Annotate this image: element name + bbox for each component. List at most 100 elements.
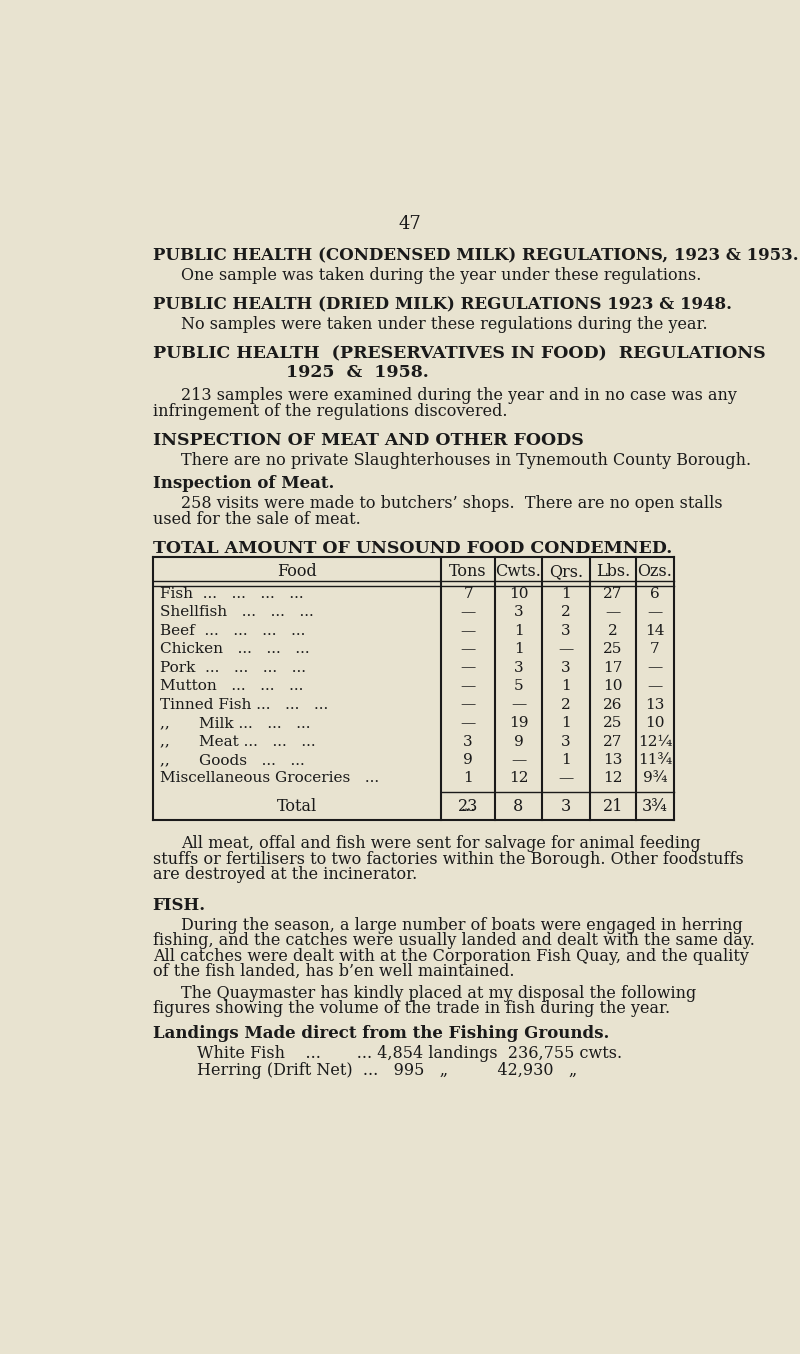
Text: 7: 7 xyxy=(463,586,473,601)
Text: —: — xyxy=(647,605,662,619)
Text: 9: 9 xyxy=(514,734,523,749)
Text: PUBLIC HEALTH  (PRESERVATIVES IN FOOD)  REGULATIONS: PUBLIC HEALTH (PRESERVATIVES IN FOOD) RE… xyxy=(153,345,766,363)
Text: 12: 12 xyxy=(603,772,623,785)
Text: infringement of the regulations discovered.: infringement of the regulations discover… xyxy=(153,402,507,420)
Text: 7: 7 xyxy=(650,642,660,657)
Text: used for the sale of meat.: used for the sale of meat. xyxy=(153,510,361,528)
Text: —: — xyxy=(461,716,476,730)
Text: 47: 47 xyxy=(398,215,422,233)
Text: ,,      Meat ...   ...   ...: ,, Meat ... ... ... xyxy=(161,734,316,749)
Text: Herring (Drift Net)  ...   995   „          42,930   „: Herring (Drift Net) ... 995 „ 42,930 „ xyxy=(197,1062,580,1079)
Text: 1: 1 xyxy=(463,772,473,785)
Text: 17: 17 xyxy=(603,661,622,674)
Text: 26: 26 xyxy=(603,697,623,712)
Text: 213 samples were examined during the year and in no case was any: 213 samples were examined during the yea… xyxy=(182,387,738,405)
Text: 27: 27 xyxy=(603,586,622,601)
Text: 27: 27 xyxy=(603,734,622,749)
Text: —: — xyxy=(461,661,476,674)
Text: 23: 23 xyxy=(458,798,478,815)
Text: —: — xyxy=(558,772,574,785)
Text: 9: 9 xyxy=(463,753,473,766)
Text: 2: 2 xyxy=(561,697,570,712)
Text: ,,      Goods   ...   ...: ,, Goods ... ... xyxy=(161,753,306,766)
Text: Ozs.: Ozs. xyxy=(638,563,672,580)
Text: PUBLIC HEALTH (DRIED MILK) REGULATIONS 1923 & 1948.: PUBLIC HEALTH (DRIED MILK) REGULATIONS 1… xyxy=(153,297,732,314)
Text: 10: 10 xyxy=(509,586,528,601)
Text: —: — xyxy=(461,697,476,712)
Text: During the season, a large number of boats were engaged in herring: During the season, a large number of boa… xyxy=(182,917,743,934)
Text: Mutton   ...   ...   ...: Mutton ... ... ... xyxy=(161,680,304,693)
Text: 14: 14 xyxy=(645,624,665,638)
Text: Food: Food xyxy=(277,563,317,580)
Text: 8: 8 xyxy=(514,798,524,815)
Text: Chicken   ...   ...   ...: Chicken ... ... ... xyxy=(161,642,310,657)
Text: Qrs.: Qrs. xyxy=(549,563,583,580)
Text: Inspection of Meat.: Inspection of Meat. xyxy=(153,475,334,492)
Text: ,,      Milk ...   ...   ...: ,, Milk ... ... ... xyxy=(161,716,311,730)
Text: —: — xyxy=(461,605,476,619)
Text: 1: 1 xyxy=(514,624,523,638)
Text: All catches were dealt with at the Corporation Fish Quay, and the quality: All catches were dealt with at the Corpo… xyxy=(153,948,749,965)
Text: Pork  ...   ...   ...   ...: Pork ... ... ... ... xyxy=(161,661,306,674)
Text: Miscellaneous Groceries   ...: Miscellaneous Groceries ... xyxy=(161,772,379,785)
Text: 3: 3 xyxy=(561,734,570,749)
Text: TOTAL AMOUNT OF UNSOUND FOOD CONDEMNED.: TOTAL AMOUNT OF UNSOUND FOOD CONDEMNED. xyxy=(153,540,672,556)
Text: —: — xyxy=(647,680,662,693)
Text: Total: Total xyxy=(277,798,317,815)
Text: One sample was taken during the year under these regulations.: One sample was taken during the year und… xyxy=(182,267,702,284)
Text: —: — xyxy=(647,661,662,674)
Text: Lbs.: Lbs. xyxy=(596,563,630,580)
Text: 3: 3 xyxy=(514,661,523,674)
Text: The Quaymaster has kindly placed at my disposal the following: The Quaymaster has kindly placed at my d… xyxy=(182,984,697,1002)
Text: 1: 1 xyxy=(561,753,570,766)
Text: Landings Made direct from the Fishing Grounds.: Landings Made direct from the Fishing Gr… xyxy=(153,1025,609,1041)
Text: ...: ... xyxy=(461,798,476,815)
Text: —: — xyxy=(511,753,526,766)
Text: —: — xyxy=(461,624,476,638)
Text: 13: 13 xyxy=(646,697,665,712)
Text: 3: 3 xyxy=(561,661,570,674)
Text: figures showing the volume of the trade in fish during the year.: figures showing the volume of the trade … xyxy=(153,1001,670,1017)
Text: Beef  ...   ...   ...   ...: Beef ... ... ... ... xyxy=(161,624,306,638)
Text: PUBLIC HEALTH (CONDENSED MILK) REGULATIONS, 1923 & 1953.: PUBLIC HEALTH (CONDENSED MILK) REGULATIO… xyxy=(153,248,798,264)
Text: 1: 1 xyxy=(561,586,570,601)
Text: FISH.: FISH. xyxy=(153,898,206,914)
Text: 3¾: 3¾ xyxy=(642,798,668,815)
Text: 5: 5 xyxy=(514,680,523,693)
Text: 3: 3 xyxy=(514,605,523,619)
Text: White Fish    ...       ... 4,854 landings  236,755 cwts.: White Fish ... ... 4,854 landings 236,75… xyxy=(197,1045,622,1062)
Text: 3: 3 xyxy=(561,624,570,638)
Text: —: — xyxy=(511,697,526,712)
Text: 1: 1 xyxy=(561,680,570,693)
Text: Cwts.: Cwts. xyxy=(495,563,542,580)
Text: —: — xyxy=(461,642,476,657)
Text: 6: 6 xyxy=(650,586,660,601)
Text: 11¾: 11¾ xyxy=(638,753,672,766)
Text: 12¼: 12¼ xyxy=(638,734,672,749)
Text: stuffs or fertilisers to two factories within the Borough. Other foodstuffs: stuffs or fertilisers to two factories w… xyxy=(153,850,743,868)
Text: 10: 10 xyxy=(603,680,623,693)
Text: 1925  &  1958.: 1925 & 1958. xyxy=(286,364,429,382)
Text: 2: 2 xyxy=(561,605,570,619)
Text: Shellfish   ...   ...   ...: Shellfish ... ... ... xyxy=(161,605,314,619)
Text: 25: 25 xyxy=(603,716,622,730)
Text: 2: 2 xyxy=(608,624,618,638)
Text: are destroyed at the incinerator.: are destroyed at the incinerator. xyxy=(153,867,417,883)
Text: —: — xyxy=(558,642,574,657)
Text: 1: 1 xyxy=(514,642,523,657)
Text: There are no private Slaughterhouses in Tynemouth County Borough.: There are no private Slaughterhouses in … xyxy=(182,452,751,468)
Text: 10: 10 xyxy=(645,716,665,730)
Text: 3: 3 xyxy=(561,798,571,815)
Text: —: — xyxy=(606,605,621,619)
Text: —: — xyxy=(461,680,476,693)
Text: Tinned Fish ...   ...   ...: Tinned Fish ... ... ... xyxy=(161,697,329,712)
Text: 12: 12 xyxy=(509,772,528,785)
Text: All meat, offal and fish were sent for salvage for animal feeding: All meat, offal and fish were sent for s… xyxy=(182,835,701,853)
Text: Tons: Tons xyxy=(450,563,487,580)
Text: 13: 13 xyxy=(603,753,622,766)
Text: fishing, and the catches were usually landed and dealt with the same day.: fishing, and the catches were usually la… xyxy=(153,933,754,949)
Text: 258 visits were made to butchers’ shops.  There are no open stalls: 258 visits were made to butchers’ shops.… xyxy=(182,496,723,512)
Text: INSPECTION OF MEAT AND OTHER FOODS: INSPECTION OF MEAT AND OTHER FOODS xyxy=(153,432,583,450)
Text: 25: 25 xyxy=(603,642,622,657)
Text: 21: 21 xyxy=(603,798,623,815)
